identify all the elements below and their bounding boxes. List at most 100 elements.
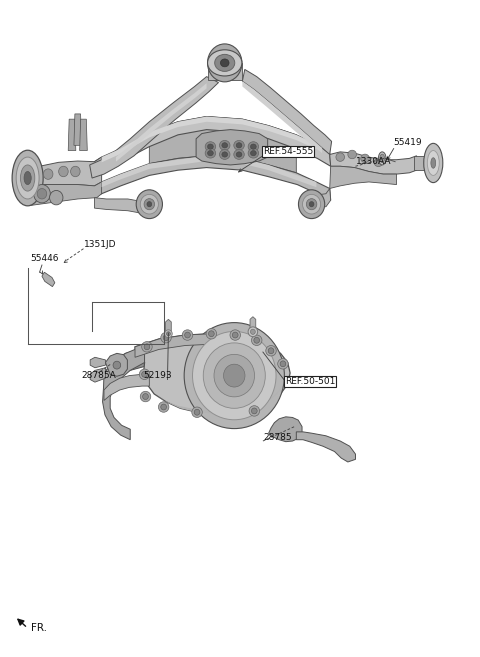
Ellipse shape <box>207 144 213 149</box>
Polygon shape <box>30 182 102 206</box>
Ellipse shape <box>24 171 31 185</box>
Ellipse shape <box>21 165 35 191</box>
Ellipse shape <box>208 330 214 336</box>
Text: FR.: FR. <box>32 623 48 633</box>
Ellipse shape <box>12 150 43 206</box>
Text: 28785A: 28785A <box>82 371 116 380</box>
Polygon shape <box>135 334 211 357</box>
Ellipse shape <box>424 143 443 183</box>
Ellipse shape <box>59 166 68 177</box>
Ellipse shape <box>16 157 39 199</box>
Polygon shape <box>116 83 206 162</box>
Ellipse shape <box>142 371 147 377</box>
Ellipse shape <box>214 354 254 397</box>
Polygon shape <box>102 116 316 162</box>
Ellipse shape <box>192 331 276 420</box>
Ellipse shape <box>192 407 202 417</box>
Ellipse shape <box>205 142 216 152</box>
Ellipse shape <box>165 330 172 338</box>
Ellipse shape <box>232 332 238 338</box>
Ellipse shape <box>203 343 265 408</box>
Ellipse shape <box>361 154 369 163</box>
Polygon shape <box>242 81 322 153</box>
Ellipse shape <box>144 198 155 210</box>
Ellipse shape <box>37 189 47 199</box>
Ellipse shape <box>139 369 150 380</box>
Polygon shape <box>135 334 290 413</box>
Polygon shape <box>90 77 218 178</box>
Ellipse shape <box>230 330 240 340</box>
Ellipse shape <box>147 202 152 207</box>
Ellipse shape <box>348 150 357 159</box>
Polygon shape <box>95 116 331 175</box>
Ellipse shape <box>380 154 384 163</box>
Ellipse shape <box>248 142 259 152</box>
Polygon shape <box>166 319 171 334</box>
Ellipse shape <box>194 409 200 415</box>
Ellipse shape <box>71 166 80 177</box>
Polygon shape <box>207 63 242 80</box>
Polygon shape <box>90 357 106 368</box>
Ellipse shape <box>140 392 151 402</box>
Polygon shape <box>269 417 302 442</box>
Ellipse shape <box>254 337 260 343</box>
Polygon shape <box>104 344 183 381</box>
Ellipse shape <box>184 323 284 428</box>
Polygon shape <box>149 116 296 173</box>
Ellipse shape <box>222 152 228 157</box>
Polygon shape <box>414 156 433 170</box>
Polygon shape <box>103 346 144 440</box>
Ellipse shape <box>215 55 235 72</box>
Polygon shape <box>102 156 316 187</box>
Polygon shape <box>196 129 268 165</box>
Text: REF.54-555: REF.54-555 <box>263 147 313 156</box>
Text: 55419: 55419 <box>394 137 422 147</box>
Ellipse shape <box>234 150 244 160</box>
Polygon shape <box>312 189 331 207</box>
Polygon shape <box>330 166 396 189</box>
Ellipse shape <box>280 361 286 367</box>
Polygon shape <box>95 198 149 216</box>
Ellipse shape <box>234 141 244 150</box>
Ellipse shape <box>142 342 152 352</box>
Ellipse shape <box>143 394 148 399</box>
Ellipse shape <box>278 359 288 369</box>
Ellipse shape <box>251 150 256 156</box>
Ellipse shape <box>248 327 258 336</box>
Polygon shape <box>296 432 356 462</box>
Ellipse shape <box>34 185 50 203</box>
Ellipse shape <box>302 194 321 214</box>
Ellipse shape <box>252 335 262 346</box>
Ellipse shape <box>431 158 436 168</box>
Ellipse shape <box>378 152 386 165</box>
Ellipse shape <box>306 198 317 210</box>
Text: REF.50-501: REF.50-501 <box>285 377 335 386</box>
Ellipse shape <box>182 330 193 340</box>
Ellipse shape <box>374 158 383 167</box>
Polygon shape <box>90 368 106 382</box>
Polygon shape <box>106 353 127 376</box>
Ellipse shape <box>252 408 257 414</box>
Ellipse shape <box>248 148 259 158</box>
Ellipse shape <box>113 361 120 369</box>
Text: 1351JD: 1351JD <box>84 240 116 249</box>
Ellipse shape <box>224 364 245 387</box>
Ellipse shape <box>136 190 162 219</box>
Ellipse shape <box>140 194 158 214</box>
Polygon shape <box>95 156 331 200</box>
Polygon shape <box>250 317 256 334</box>
Ellipse shape <box>220 59 229 67</box>
Ellipse shape <box>266 346 276 356</box>
Ellipse shape <box>205 148 216 158</box>
Ellipse shape <box>219 150 230 160</box>
Ellipse shape <box>163 334 169 340</box>
Ellipse shape <box>251 329 255 334</box>
Ellipse shape <box>161 332 171 343</box>
Ellipse shape <box>336 153 345 162</box>
Polygon shape <box>28 157 102 186</box>
Ellipse shape <box>249 406 260 416</box>
Polygon shape <box>42 272 55 286</box>
Ellipse shape <box>185 332 191 338</box>
Ellipse shape <box>236 152 242 157</box>
Polygon shape <box>80 119 87 150</box>
